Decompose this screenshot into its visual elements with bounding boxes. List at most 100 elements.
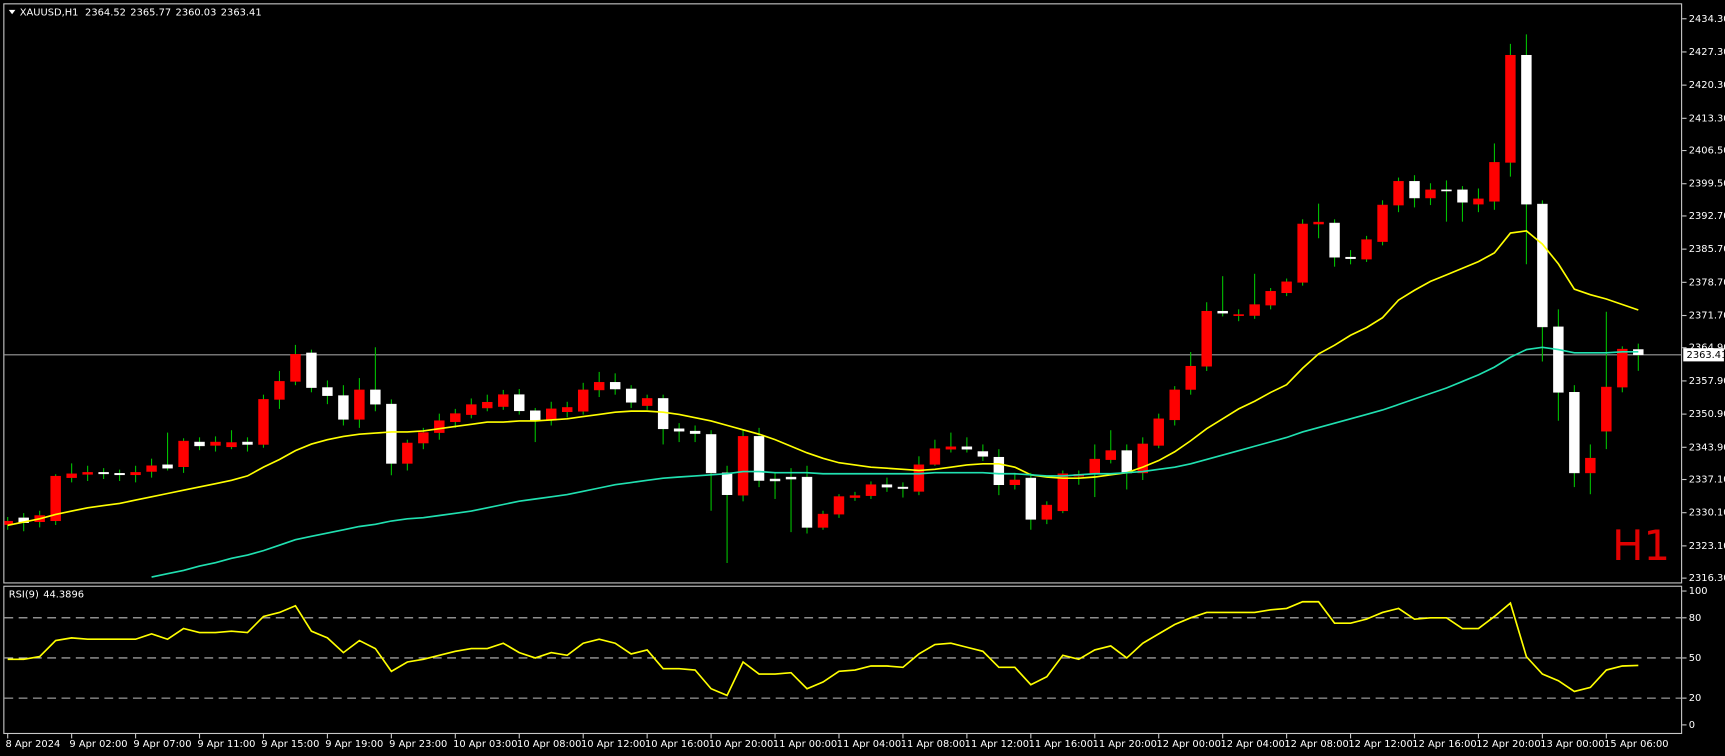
low-value: 2360.03 bbox=[176, 8, 217, 19]
y-tick-label: 0 bbox=[1689, 720, 1695, 731]
x-tick-label: 9 Apr 02:00 bbox=[69, 739, 127, 750]
candle-body bbox=[1505, 54, 1516, 163]
candle-body bbox=[913, 464, 925, 492]
main-frame bbox=[3, 3, 1683, 584]
y-tick-label: 2371.70 bbox=[1689, 311, 1725, 322]
candle-body bbox=[402, 442, 413, 464]
y-tick-label: 2357.90 bbox=[1689, 376, 1725, 387]
candle-body bbox=[1057, 473, 1069, 512]
candle-body bbox=[1041, 504, 1053, 520]
symbol: XAUUSD,H1 bbox=[20, 8, 79, 19]
candle-body bbox=[370, 389, 381, 405]
candle-body bbox=[1537, 203, 1548, 328]
candle-body bbox=[945, 446, 957, 450]
x-tick-label: 9 Apr 23:00 bbox=[389, 739, 447, 750]
candle-body bbox=[338, 395, 349, 420]
candle-body bbox=[1233, 314, 1244, 316]
candle-body bbox=[1345, 256, 1356, 259]
candle-body bbox=[194, 441, 205, 447]
candle-body bbox=[1265, 291, 1276, 306]
y-tick-label: 2330.10 bbox=[1689, 508, 1725, 519]
y-tick-label: 2316.30 bbox=[1689, 573, 1725, 584]
candle-body bbox=[1153, 418, 1164, 446]
candle-body bbox=[705, 434, 717, 474]
candle-body bbox=[1425, 189, 1436, 199]
y-tick-label: 2413.30 bbox=[1689, 113, 1725, 124]
y-tick-label: 2323.10 bbox=[1689, 541, 1725, 552]
candle-body bbox=[482, 401, 493, 409]
timeframe-watermark: H1 bbox=[1612, 521, 1670, 570]
candle-body bbox=[1585, 457, 1596, 474]
candle-body bbox=[242, 441, 253, 445]
current-price-label: 2363.41 bbox=[1687, 350, 1725, 361]
candle-body bbox=[1473, 198, 1484, 205]
candle-body bbox=[833, 496, 845, 515]
x-tick-label: 10 Apr 20:00 bbox=[709, 739, 773, 750]
close-value: 2363.41 bbox=[221, 8, 262, 19]
main-plot bbox=[4, 34, 1682, 578]
candle-body bbox=[1377, 204, 1388, 242]
candle-body bbox=[801, 476, 813, 528]
candle-body bbox=[178, 440, 189, 467]
candle-body bbox=[386, 403, 397, 464]
x-tick-label: 10 Apr 12:00 bbox=[581, 739, 645, 750]
candle-body bbox=[737, 436, 749, 496]
x-tick-label: 9 Apr 19:00 bbox=[325, 739, 383, 750]
y-tick-label: 2434.30 bbox=[1689, 14, 1725, 25]
y-tick-label: 2385.70 bbox=[1689, 244, 1725, 255]
y-tick-label: 2399.50 bbox=[1689, 179, 1725, 190]
y-tick-label: 80 bbox=[1689, 613, 1702, 624]
moving-average bbox=[7, 230, 1639, 527]
candle-body bbox=[1329, 222, 1340, 258]
y-tick-label: 2378.70 bbox=[1689, 277, 1725, 288]
x-tick-label: 12 Apr 04:00 bbox=[1220, 739, 1284, 750]
candle-body bbox=[322, 387, 333, 396]
candle-body bbox=[993, 456, 1005, 486]
candle-body bbox=[929, 448, 941, 465]
x-tick-label: 8 Apr 2024 bbox=[5, 739, 60, 750]
candle-body bbox=[354, 389, 365, 420]
candle-body bbox=[1441, 189, 1452, 192]
candle-body bbox=[114, 473, 125, 476]
candle-body bbox=[450, 413, 461, 422]
x-tick-label: 9 Apr 15:00 bbox=[261, 739, 319, 750]
x-tick-label: 11 Apr 12:00 bbox=[965, 739, 1029, 750]
candle-body bbox=[146, 465, 157, 472]
candle-body bbox=[1249, 304, 1260, 316]
x-tick-label: 10 Apr 03:00 bbox=[453, 739, 517, 750]
candle-body bbox=[1409, 181, 1420, 199]
y-tick-label: 20 bbox=[1689, 693, 1702, 704]
x-tick-label: 11 Apr 04:00 bbox=[837, 739, 901, 750]
candle-body bbox=[849, 495, 861, 498]
candle-body bbox=[753, 436, 765, 481]
y-tick-label: 2343.90 bbox=[1689, 442, 1725, 453]
x-tick-label: 12 Apr 08:00 bbox=[1284, 739, 1348, 750]
candle-body bbox=[561, 407, 573, 413]
candle-body bbox=[769, 478, 781, 482]
candle-body bbox=[130, 472, 141, 476]
x-tick-label: 15 Apr 06:00 bbox=[1604, 739, 1668, 750]
x-tick-label: 11 Apr 08:00 bbox=[901, 739, 965, 750]
candle-body bbox=[1105, 450, 1116, 460]
high-value: 2365.77 bbox=[130, 8, 171, 19]
candle-body bbox=[466, 404, 477, 415]
y-tick-label: 100 bbox=[1689, 586, 1708, 597]
candle-body bbox=[290, 354, 301, 382]
candle-body bbox=[609, 382, 621, 390]
current-price-box bbox=[1683, 348, 1724, 362]
y-tick-label: 50 bbox=[1689, 653, 1702, 664]
candle-body bbox=[434, 420, 445, 433]
candle-body bbox=[1313, 221, 1324, 225]
candle-body bbox=[1169, 389, 1180, 421]
candle-body bbox=[1185, 365, 1196, 390]
candle-body bbox=[418, 432, 429, 444]
rsi-plot bbox=[4, 600, 1682, 699]
candle-body bbox=[897, 486, 909, 489]
candle-body bbox=[258, 399, 269, 445]
candle-body bbox=[1137, 443, 1148, 474]
candle-body bbox=[1489, 162, 1500, 202]
candle-body bbox=[881, 484, 893, 488]
candle-body bbox=[1089, 458, 1100, 475]
x-tick-label: 9 Apr 11:00 bbox=[197, 739, 255, 750]
